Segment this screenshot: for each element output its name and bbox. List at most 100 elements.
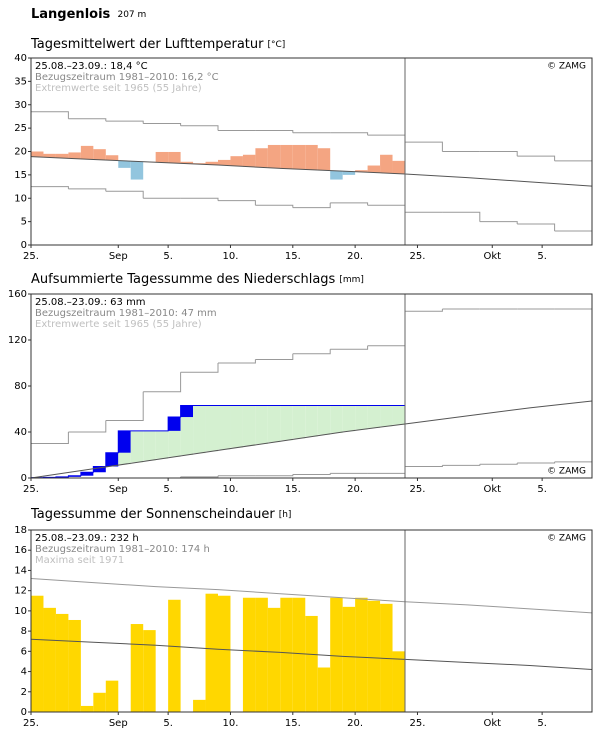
bar <box>93 692 106 712</box>
surplus-area <box>367 405 381 428</box>
y-tick-label: 160 <box>8 289 27 300</box>
annotation: Bezugszeitraum 1981–2010: 47 mm <box>35 308 217 319</box>
daily-increment <box>118 430 131 453</box>
y-tick-label: 10 <box>14 606 27 617</box>
x-tick-label: 5. <box>163 251 173 262</box>
surplus-area <box>380 405 393 427</box>
extreme-step <box>442 211 481 222</box>
y-tick-label: 16 <box>14 545 27 556</box>
annotation: 25.08.–23.09.: 232 h <box>35 533 139 544</box>
chart-panel: Tagessumme der Sonnenscheindauer [h] 0 2 4 6 8… <box>14 507 593 729</box>
y-tick-label: 12 <box>14 586 27 597</box>
surplus-area <box>280 405 293 441</box>
observed-line <box>31 405 405 479</box>
surplus-area <box>342 405 356 432</box>
bar <box>392 651 405 712</box>
bar <box>330 597 343 712</box>
bar <box>218 595 231 712</box>
y-tick-label: 14 <box>14 565 27 576</box>
x-tick-label: 25. <box>410 718 426 729</box>
chart-unit: [°C] <box>268 40 286 50</box>
x-tick-label: 25. <box>410 251 426 262</box>
extreme-step <box>330 202 369 206</box>
extreme-step <box>31 186 69 189</box>
extreme-step <box>255 204 294 208</box>
chart-unit: [h] <box>279 510 292 520</box>
y-tick-label: 30 <box>14 100 27 111</box>
anomaly-bar <box>180 161 194 164</box>
bar <box>367 600 381 712</box>
y-tick-label: 120 <box>8 335 27 346</box>
y-tick-label: 0 <box>21 240 27 251</box>
anomaly-bar <box>255 148 268 168</box>
y-tick-label: 0 <box>21 473 27 484</box>
surplus-area <box>267 405 281 443</box>
annotation: 25.08.–23.09.: 63 mm <box>35 297 146 308</box>
surplus-area <box>218 405 231 450</box>
mean-line <box>30 156 593 187</box>
y-tick-label: 40 <box>14 53 27 64</box>
chart-panel: Tagesmittelwert der Lufttemperatur [°C] 0 5… <box>14 37 593 262</box>
y-tick-label: 8 <box>21 626 27 637</box>
annotation: Bezugszeitraum 1981–2010: 174 h <box>35 544 210 555</box>
copyright: © ZAMG <box>547 534 586 544</box>
x-tick-label: 10. <box>223 718 239 729</box>
anomaly-bar <box>355 170 368 172</box>
surplus-area <box>155 430 169 459</box>
mean-line <box>30 638 593 671</box>
surplus-area <box>193 405 206 454</box>
extreme-step <box>479 221 518 224</box>
extreme-step <box>255 129 294 133</box>
extreme-line <box>30 578 593 614</box>
chart-title-text: Tagesmittelwert der Lufttemperatur <box>30 37 264 52</box>
extreme-step <box>143 372 182 393</box>
anomaly-bar <box>230 156 243 167</box>
surplus-area <box>317 405 331 435</box>
y-tick-label: 15 <box>14 170 27 181</box>
x-tick-label: 5. <box>163 718 173 729</box>
daily-increment <box>93 466 106 473</box>
x-tick-label: Okt <box>483 718 501 729</box>
daily-increment <box>105 452 119 467</box>
extreme-step <box>330 132 369 136</box>
x-tick-label: 10. <box>223 484 239 495</box>
extreme-step <box>105 190 144 199</box>
daily-increment <box>180 405 194 418</box>
y-tick-label: 5 <box>21 217 27 228</box>
y-tick-label: 0 <box>21 707 27 718</box>
extreme-step <box>405 141 443 152</box>
surplus-area <box>130 430 144 463</box>
x-tick-label: 25. <box>23 718 39 729</box>
bar <box>280 597 293 712</box>
extreme-step <box>180 197 219 201</box>
extreme-step <box>292 349 331 355</box>
surplus-area <box>143 430 156 461</box>
extreme-step <box>143 122 182 126</box>
surplus-area <box>392 405 405 425</box>
surplus-area <box>205 405 218 452</box>
chart-title: Tagesmittelwert der Lufttemperatur [°C] <box>30 37 285 52</box>
chart-title: Tagessumme der Sonnenscheindauer [h] <box>30 507 291 522</box>
bar <box>292 597 306 712</box>
bar <box>168 599 181 712</box>
extreme-step <box>517 155 556 161</box>
bar <box>380 603 393 712</box>
copyright: © ZAMG <box>547 62 586 72</box>
x-tick-label: 25. <box>23 484 39 495</box>
extreme-step <box>105 120 144 124</box>
surplus-area <box>330 405 343 433</box>
bar <box>193 699 206 712</box>
x-tick-label: 5. <box>537 484 547 495</box>
x-tick-label: 15. <box>285 484 301 495</box>
anomaly-bar <box>93 149 106 160</box>
anomaly-bar <box>80 145 94 160</box>
anomaly-bar <box>193 163 206 165</box>
surplus-area <box>255 405 268 444</box>
annotation: Bezugszeitraum 1981–2010: 16,2 °C <box>35 72 219 83</box>
annotation: Extremwerte seit 1965 (55 Jahre) <box>35 319 202 330</box>
copyright: © ZAMG <box>547 467 586 477</box>
extreme-step <box>218 359 256 364</box>
y-tick-label: 18 <box>14 525 27 536</box>
header: Langenlois 207 m <box>31 7 146 22</box>
chart-title-text: Aufsummierte Tagessumme des Niederschlag… <box>31 272 336 287</box>
